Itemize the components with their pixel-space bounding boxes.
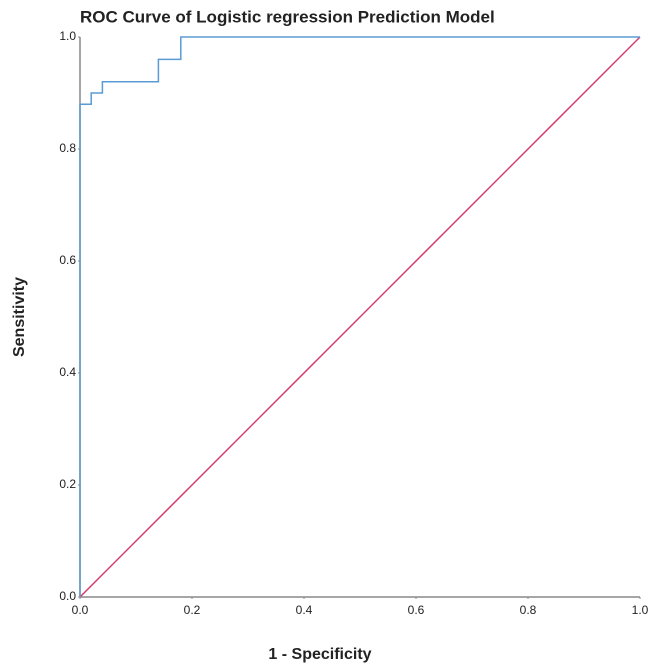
line [79, 36, 640, 597]
line [79, 36, 641, 598]
chart-title: ROC Curve of Logistic regression Predict… [80, 7, 495, 26]
y-tick-label: 0.6 [59, 253, 76, 267]
x-tick-label: 0.8 [520, 603, 537, 617]
y-tick-label: 0.4 [59, 365, 76, 379]
x-tick-label: 0.0 [72, 603, 89, 617]
x-tick-label: 0.2 [184, 603, 201, 617]
x-axis-label: 1 - Specificity [268, 646, 371, 663]
y-axis-label: Sensitivity [11, 277, 28, 357]
x-tick-label: 0.6 [408, 603, 425, 617]
x-tick-label: 1.0 [632, 603, 649, 617]
y-tick-label: 0.8 [59, 141, 76, 155]
y-tick-label: 0.2 [59, 477, 76, 491]
y-tick-label: 1.0 [59, 29, 76, 43]
y-tick-label: 0.0 [59, 589, 76, 603]
x-tick-label: 0.4 [296, 603, 313, 617]
